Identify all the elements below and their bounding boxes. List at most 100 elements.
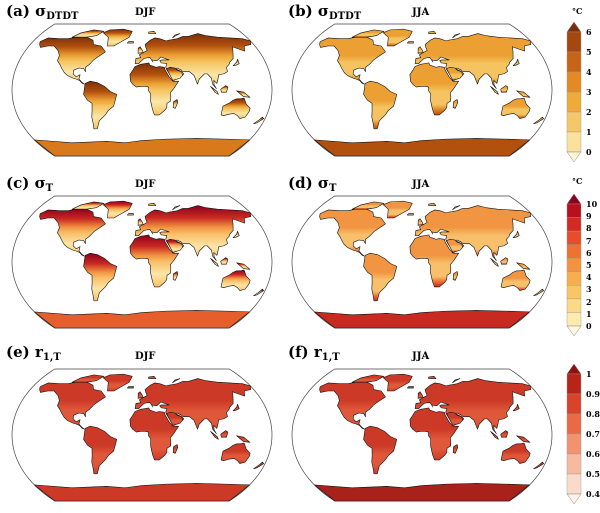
colorbar-3-band — [566, 433, 582, 455]
panel-e-season: DJF — [135, 351, 156, 362]
land-eurasia — [414, 378, 531, 434]
land-arabia — [446, 66, 463, 81]
land-iceland — [406, 386, 414, 389]
land-svalbard — [428, 203, 437, 206]
land-antarctica — [314, 310, 530, 329]
land-africa — [409, 62, 459, 116]
land-svalbard — [148, 203, 157, 206]
colorbar-1 — [566, 22, 582, 162]
land-northAmerica — [319, 381, 386, 430]
panel-e-label: (e) r1,T — [6, 343, 61, 363]
map-panel-f — [291, 368, 553, 502]
land-southAmerica — [83, 425, 118, 475]
land-uk — [417, 46, 424, 54]
land-svalbard — [428, 31, 437, 34]
land-canadaIslands — [351, 201, 385, 210]
land-borneo — [220, 430, 229, 438]
panel-b-season: JJA — [412, 7, 430, 18]
land-uk — [137, 218, 144, 226]
land-antarctica — [34, 483, 250, 502]
colorbar-2-band — [566, 271, 582, 286]
land-northAmerica — [319, 36, 386, 85]
land-borneo — [500, 430, 509, 438]
land-newGuinea — [236, 435, 251, 443]
land-uk — [137, 391, 144, 399]
colorbar-3 — [566, 364, 582, 504]
panel-f-label: (f) r1,T — [288, 343, 340, 363]
land-antarctica — [34, 310, 250, 329]
land-arabia — [446, 411, 463, 426]
colorbar-1-bottom-arrow — [566, 151, 582, 162]
panel-a-label: (a) σDTDT — [6, 2, 79, 22]
colorbar-3-band — [566, 473, 582, 495]
land-novayaZemlya — [452, 378, 461, 384]
colorbar-2-band — [566, 312, 582, 327]
colorbar-1-band — [566, 91, 582, 113]
land-uk — [137, 46, 144, 54]
land-newGuinea — [516, 262, 531, 270]
colorbar-3-tick: 1 — [586, 369, 592, 379]
land-northAmerica — [319, 208, 386, 257]
colorbar-2-band — [566, 285, 582, 300]
colorbar-1-tick: 6 — [586, 27, 592, 37]
land-northAmerica — [39, 381, 106, 430]
land-borneo — [220, 85, 229, 93]
land-southAmerica — [83, 252, 118, 302]
land-madagascar — [452, 99, 459, 109]
land-sumatra — [490, 258, 499, 267]
colorbar-2-tick: 4 — [586, 272, 592, 283]
land-greenland — [102, 200, 133, 219]
land-japan — [512, 58, 520, 67]
land-madagascar — [452, 444, 459, 454]
land-southAmerica — [83, 80, 118, 130]
colorbar-2-band — [566, 258, 582, 272]
colorbar-1-tick: 2 — [586, 107, 592, 117]
colorbar-2-tick: 3 — [586, 284, 592, 295]
land-borneo — [500, 85, 509, 93]
land-nz — [533, 288, 545, 297]
land-africa — [129, 407, 179, 461]
panel-c-label: (c) σT — [6, 174, 54, 194]
land-canadaIslands — [71, 29, 105, 38]
map-panel-a — [11, 23, 273, 157]
colorbar-1-tick: 5 — [586, 47, 592, 57]
land-japan — [232, 403, 240, 412]
land-canadaIslands — [351, 374, 385, 383]
colorbar-2-tick: 5 — [586, 260, 592, 270]
land-nz — [533, 461, 545, 470]
land-africa — [129, 62, 179, 116]
land-canadaIslands — [71, 201, 105, 210]
land-antarctica — [314, 138, 530, 157]
land-borneo — [220, 257, 229, 265]
land-japan — [512, 230, 520, 239]
panel-b-label: (b) σDTDT — [288, 2, 362, 22]
panel-a-season: DJF — [135, 7, 156, 18]
map-panel-b — [291, 23, 553, 157]
land-novayaZemlya — [452, 205, 461, 211]
land-madagascar — [172, 99, 179, 109]
land-borneo — [500, 257, 509, 265]
colorbar-3-tick: 0.7 — [586, 429, 600, 439]
land-arabia — [166, 66, 183, 81]
colorbar-1-band — [566, 111, 582, 133]
colorbar-3-tick: 0.4 — [586, 489, 600, 499]
land-novayaZemlya — [172, 33, 181, 39]
land-nz — [253, 461, 265, 470]
colorbar-2-tick: 1 — [586, 308, 592, 319]
colorbar-2-tick: 10 — [586, 199, 598, 209]
land-japan — [232, 230, 240, 239]
colorbar-3-tick: 0.5 — [586, 469, 600, 479]
land-australia — [220, 269, 251, 291]
colorbar-2-band — [566, 298, 582, 313]
land-antarctica — [314, 483, 530, 502]
land-australia — [500, 97, 531, 119]
panel-c-season: DJF — [135, 179, 156, 190]
land-svalbard — [148, 376, 157, 379]
colorbar-1-band — [566, 31, 582, 53]
colorbar-2-band — [566, 244, 582, 259]
colorbar-2-band — [566, 203, 582, 218]
land-sumatra — [490, 86, 499, 95]
land-canadaIslands — [351, 29, 385, 38]
panel-f-season: JJA — [412, 351, 430, 362]
land-novayaZemlya — [172, 378, 181, 384]
